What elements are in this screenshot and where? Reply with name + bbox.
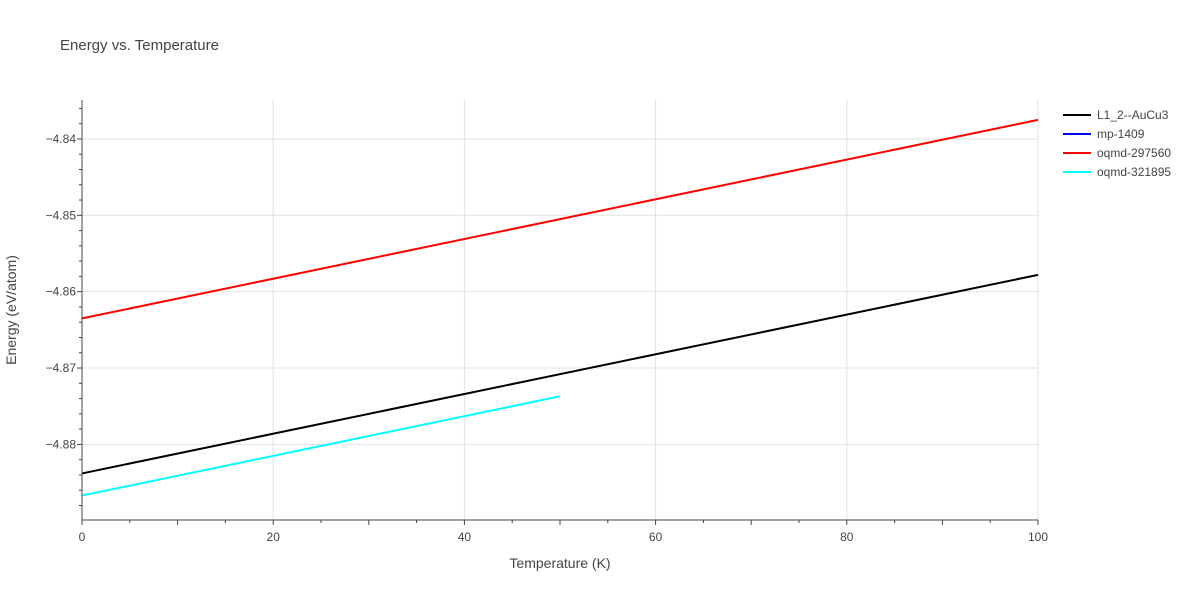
x-axis-title: Temperature (K) bbox=[509, 555, 610, 571]
axes: 0 20 40 60 80 100 −4.88 −4.87 −4.86 −4.85 −4.84 bbox=[46, 100, 1048, 544]
legend-label: oqmd-321895 bbox=[1097, 165, 1171, 179]
series-line bbox=[81, 395, 561, 497]
y-tick-label: −4.87 bbox=[46, 361, 77, 375]
y-tick-label: −4.85 bbox=[46, 208, 77, 222]
grid bbox=[82, 100, 1039, 520]
legend-label: L1_2--AuCu3 bbox=[1097, 108, 1169, 122]
series-line bbox=[81, 273, 1039, 475]
y-axis-title: Energy (eV/atom) bbox=[3, 255, 19, 365]
x-tick-label: 40 bbox=[458, 530, 472, 544]
chart-title: Energy vs. Temperature bbox=[60, 37, 219, 54]
y-tick-label: −4.86 bbox=[46, 285, 77, 299]
x-tick-label: 100 bbox=[1028, 530, 1048, 544]
x-tick-label: 0 bbox=[79, 530, 86, 544]
plot-area bbox=[81, 118, 1039, 497]
x-tick-label: 60 bbox=[649, 530, 663, 544]
legend-label: oqmd-297560 bbox=[1097, 146, 1171, 160]
legend-label: mp-1409 bbox=[1097, 127, 1145, 141]
legend: L1_2--AuCu3 mp-1409 oqmd-297560 oqmd-321895 bbox=[1063, 108, 1171, 179]
x-tick-label: 20 bbox=[267, 530, 281, 544]
y-tick-label: −4.84 bbox=[46, 132, 77, 146]
series-line bbox=[81, 118, 1039, 320]
x-tick-label: 80 bbox=[840, 530, 854, 544]
y-tick-label: −4.88 bbox=[46, 437, 77, 451]
